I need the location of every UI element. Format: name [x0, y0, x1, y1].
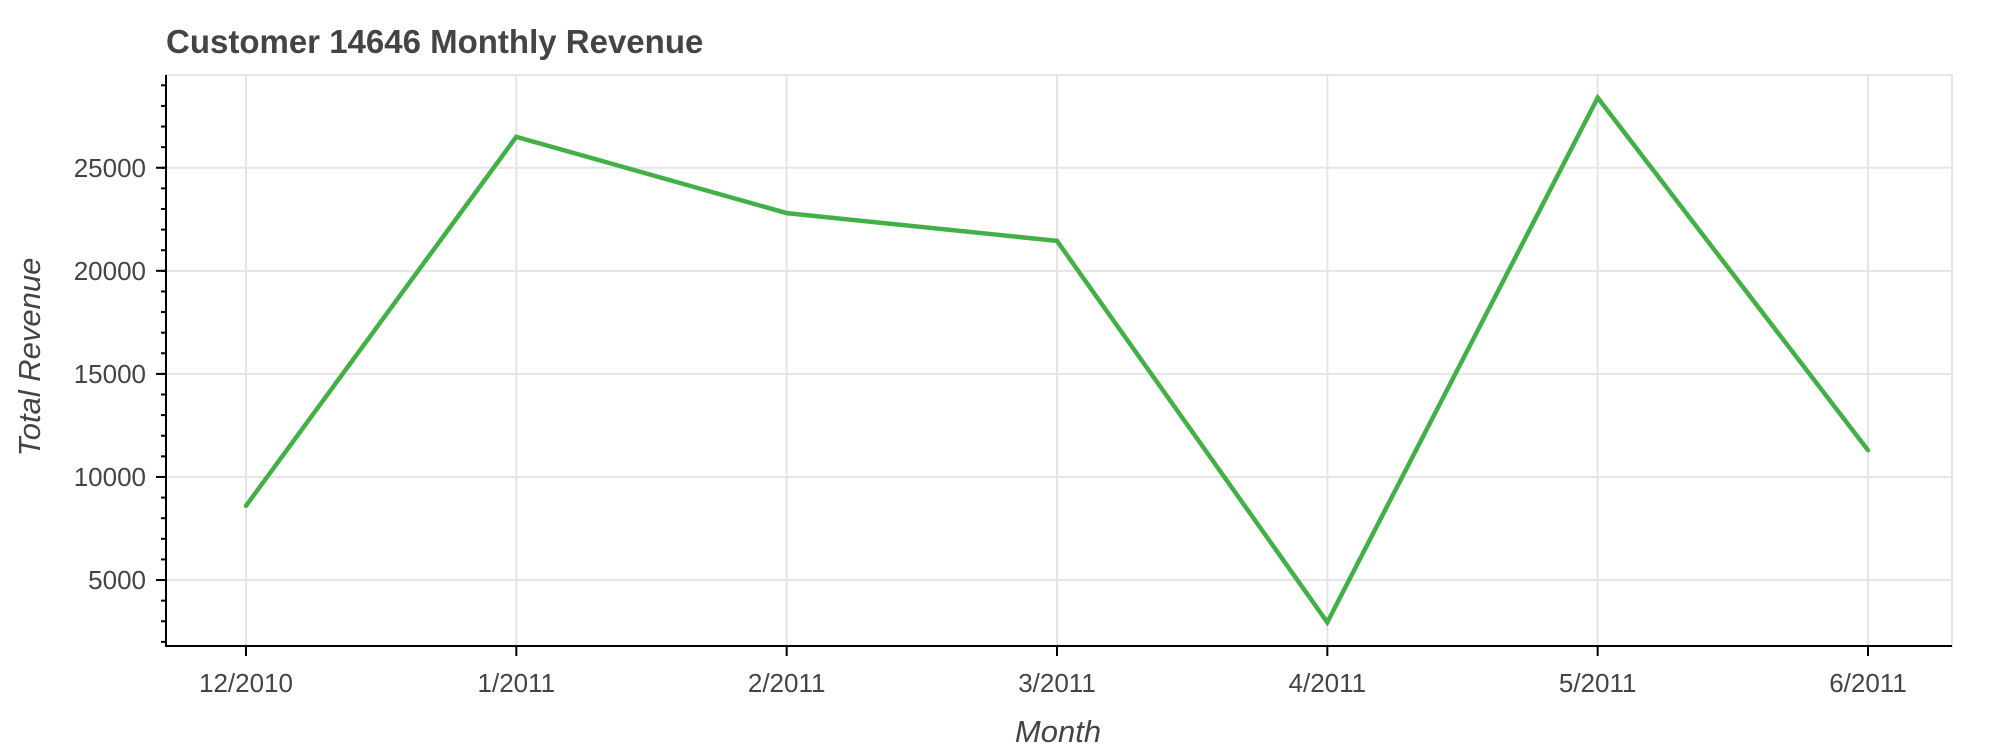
data-point — [1595, 95, 1600, 100]
y-tick-label: 15000 — [74, 359, 146, 389]
x-tick-label: 6/2011 — [1829, 668, 1907, 698]
data-point — [243, 503, 249, 509]
data-point — [784, 210, 789, 216]
data-point — [1325, 620, 1330, 625]
data-point — [1054, 238, 1060, 244]
chart-title: Customer 14646 Monthly Revenue — [166, 23, 703, 60]
x-tick-label: 3/2011 — [1018, 668, 1096, 698]
y-tick-label: 20000 — [74, 256, 146, 286]
axes — [165, 75, 1952, 647]
ticks: 5000 10000 15000 20000 25000 12/2010 1/2011 2/2… — [74, 84, 1907, 698]
y-axis-label: Total Revenue — [12, 258, 47, 457]
y-tick-label: 5000 — [88, 565, 146, 595]
x-tick-label: 5/2011 — [1559, 668, 1637, 698]
data-point — [514, 134, 519, 140]
x-tick-label: 2/2011 — [748, 668, 826, 698]
y-tick-label: 25000 — [74, 153, 146, 183]
x-tick-label: 4/2011 — [1289, 668, 1367, 698]
series-layer — [243, 93, 1871, 627]
x-tick-label: 12/2010 — [199, 668, 293, 698]
data-point — [1865, 447, 1871, 453]
grid — [166, 75, 1952, 646]
x-axis-label: Month — [1015, 714, 1101, 749]
y-tick-label: 10000 — [74, 462, 146, 492]
x-tick-label: 1/2011 — [478, 668, 556, 698]
